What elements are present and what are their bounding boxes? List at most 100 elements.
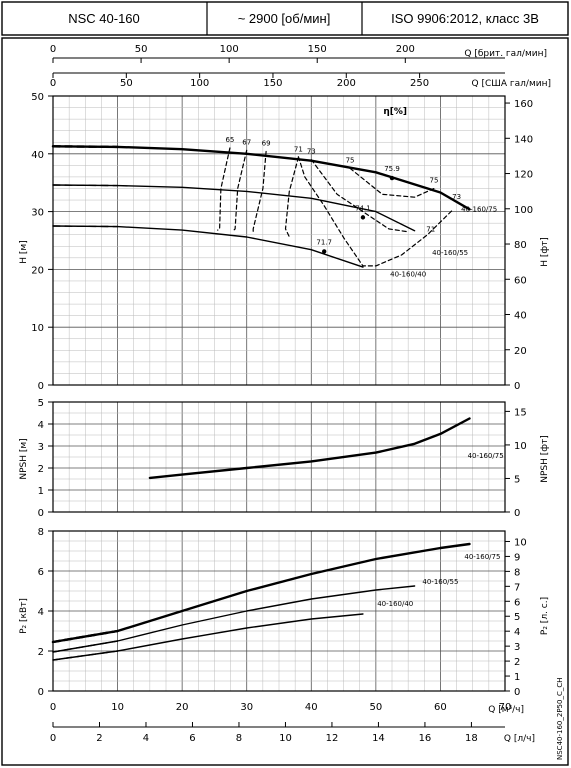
y-right-tick-label: 80 (514, 240, 527, 251)
q-us-axis-label: Q [США гал/мин] (472, 79, 551, 89)
y-tick-label: 40 (31, 150, 44, 161)
y-tick-label: 3 (38, 442, 44, 453)
efficiency-label: 75 (430, 177, 439, 185)
y-right-tick-label: 160 (514, 99, 533, 110)
head-axis-label: H [м] (19, 240, 29, 263)
q-m3-tick-label: 20 (176, 702, 189, 713)
q-imp-tick-label: 200 (396, 44, 415, 55)
y-tick-label: 8 (38, 527, 44, 538)
y-tick-label: 10 (31, 323, 44, 334)
y-tick-label: 50 (31, 92, 44, 103)
npsh-ft-axis-label: NPSH [фт] (540, 435, 550, 482)
q-m3-tick-label: 10 (111, 702, 124, 713)
efficiency-line-69 (252, 150, 267, 235)
q-us-tick-label: 100 (190, 78, 209, 89)
power-curve-40-160-40 (52, 613, 364, 661)
efficiency-line-71 (284, 156, 299, 239)
q-ls-tick-label: 6 (189, 733, 195, 744)
y-tick-label: 1 (38, 486, 44, 497)
plot-frame (52, 95, 506, 386)
y-right-tick-label: 9 (514, 552, 520, 563)
efficiency-line-73 (310, 159, 409, 233)
efficiency-label: 71 (426, 225, 435, 233)
y-right-tick-label: 10 (514, 537, 527, 548)
bottom-flow-axes: 0 10 20 30 40 50 60 70 0 2 4 6 8 10 12 14 16 18 (50, 702, 512, 744)
bep-label: 74.1 (355, 204, 371, 212)
q-ls-tick-label: 2 (96, 733, 102, 744)
q-ls-axis-label: Q [л/ч] (504, 734, 535, 744)
efficiency-label: 67 (242, 138, 251, 146)
standard-title: ISO 9906:2012, класс 3B (391, 11, 539, 26)
head-curve-40-160-55 (52, 184, 416, 232)
q-ls-tick-label: 0 (50, 733, 56, 744)
q-m3-tick-label: 30 (240, 702, 253, 713)
header-frame (1, 1, 569, 36)
power-curve-40-160-75 (51, 542, 471, 644)
q-imp-tick-label: 50 (135, 44, 148, 55)
q-imp-tick-label: 100 (220, 44, 239, 55)
bep-marker (322, 249, 327, 254)
speed-title: ~ 2900 [об/мин] (238, 11, 331, 26)
y-right-tick-label: 100 (514, 205, 533, 216)
top-flow-axes: 0 50 100 150 200 0 50 100 150 200 250 (50, 44, 429, 89)
efficiency-line-67 (231, 149, 248, 232)
power-hp-axis-label: P₂ [л. с.] (540, 597, 550, 635)
efficiency-label: 65 (225, 136, 234, 144)
y-tick-label: 2 (38, 647, 44, 658)
y-tick-label: 30 (31, 208, 44, 219)
y-right-tick-label: 20 (514, 346, 527, 357)
q-m3-tick-label: 40 (305, 702, 318, 713)
q-ls-tick-label: 16 (419, 733, 432, 744)
y-right-tick-label: 140 (514, 134, 533, 145)
y-right-tick-label: 4 (514, 627, 520, 638)
y-right-tick-label: 7 (514, 582, 520, 593)
y-tick-label: 20 (31, 265, 44, 276)
q-ls-tick-label: 8 (236, 733, 242, 744)
q-m3-tick-label: 50 (369, 702, 382, 713)
curve-label: 40-160/55 (422, 578, 458, 586)
bep-marker (360, 215, 366, 220)
bep-label: 75.9 (384, 165, 400, 173)
q-ls-tick-label: 12 (326, 733, 339, 744)
footer-code: NSC40-160_2P50_C_CH (556, 678, 564, 760)
bep-marker (389, 175, 395, 181)
q-us-tick-label: 150 (263, 78, 282, 89)
efficiency-label: 73 (452, 193, 461, 201)
head-curve-40-160-40 (52, 225, 364, 268)
q-ls-tick-label: 10 (279, 733, 292, 744)
efficiency-loop (297, 156, 454, 267)
y-right-tick-label: 60 (514, 275, 527, 286)
y-right-tick-label: 0 (514, 381, 520, 392)
curve-label: 40-160/75 (468, 452, 504, 460)
y-tick-label: 0 (38, 508, 44, 519)
y-tick-label: 4 (38, 420, 44, 431)
y-right-tick-label: 0 (514, 508, 520, 519)
curve-label: 40-160/55 (432, 249, 468, 257)
y-tick-label: 5 (38, 398, 44, 409)
q-ls-tick-label: 4 (143, 733, 149, 744)
q-imp-tick-label: 0 (50, 44, 56, 55)
head-curve-40-160-75 (51, 145, 471, 211)
model-title: NSC 40-160 (68, 11, 140, 26)
npsh-curve (148, 417, 471, 480)
y-right-tick-label: 15 (514, 407, 527, 418)
y-tick-label: 0 (38, 687, 44, 698)
sheet-frame (1, 37, 569, 766)
q-ls-tick-label: 14 (372, 733, 385, 744)
efficiency-line-65 (217, 147, 231, 231)
y-tick-label: 2 (38, 464, 44, 475)
y-right-tick-label: 40 (514, 311, 527, 322)
y-right-tick-label: 5 (514, 612, 520, 623)
power-axis-label: P₂ [кВт] (19, 598, 29, 634)
curve-label: 40-160/75 (461, 206, 497, 214)
q-us-tick-label: 200 (337, 78, 356, 89)
q-m3-tick-label: 0 (50, 702, 56, 713)
y-right-tick-label: 3 (514, 642, 520, 653)
q-m3-axis-label: Q [м³/ч] (488, 705, 524, 715)
head-ft-axis-label: H [фт] (540, 237, 550, 267)
efficiency-label: 73 (307, 148, 316, 156)
plot-frame (52, 401, 506, 513)
bep-label: 71.7 (316, 238, 332, 246)
power-curve-40-160-55 (52, 585, 416, 653)
